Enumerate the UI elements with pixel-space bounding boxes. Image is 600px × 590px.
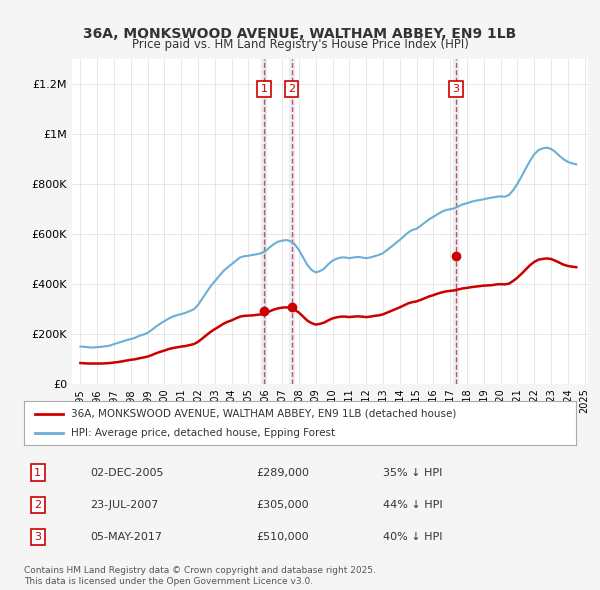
Bar <box>454 59 458 384</box>
Text: 35% ↓ HPI: 35% ↓ HPI <box>383 468 442 478</box>
Text: 2: 2 <box>34 500 41 510</box>
Bar <box>262 59 266 384</box>
Bar <box>289 59 294 384</box>
Text: 05-MAY-2017: 05-MAY-2017 <box>90 532 162 542</box>
Text: 40% ↓ HPI: 40% ↓ HPI <box>383 532 442 542</box>
Text: £510,000: £510,000 <box>256 532 308 542</box>
Text: 3: 3 <box>452 84 460 94</box>
Text: HPI: Average price, detached house, Epping Forest: HPI: Average price, detached house, Eppi… <box>71 428 335 438</box>
Text: 2: 2 <box>288 84 295 94</box>
Text: 1: 1 <box>260 84 268 94</box>
Text: 36A, MONKSWOOD AVENUE, WALTHAM ABBEY, EN9 1LB: 36A, MONKSWOOD AVENUE, WALTHAM ABBEY, EN… <box>83 27 517 41</box>
Text: £305,000: £305,000 <box>256 500 308 510</box>
Text: 23-JUL-2007: 23-JUL-2007 <box>90 500 158 510</box>
Text: £289,000: £289,000 <box>256 468 309 478</box>
Text: 1: 1 <box>34 468 41 478</box>
Text: 44% ↓ HPI: 44% ↓ HPI <box>383 500 442 510</box>
Text: Price paid vs. HM Land Registry's House Price Index (HPI): Price paid vs. HM Land Registry's House … <box>131 38 469 51</box>
Text: 3: 3 <box>34 532 41 542</box>
Text: 36A, MONKSWOOD AVENUE, WALTHAM ABBEY, EN9 1LB (detached house): 36A, MONKSWOOD AVENUE, WALTHAM ABBEY, EN… <box>71 409 456 418</box>
Text: 02-DEC-2005: 02-DEC-2005 <box>90 468 164 478</box>
Text: Contains HM Land Registry data © Crown copyright and database right 2025.
This d: Contains HM Land Registry data © Crown c… <box>24 566 376 586</box>
